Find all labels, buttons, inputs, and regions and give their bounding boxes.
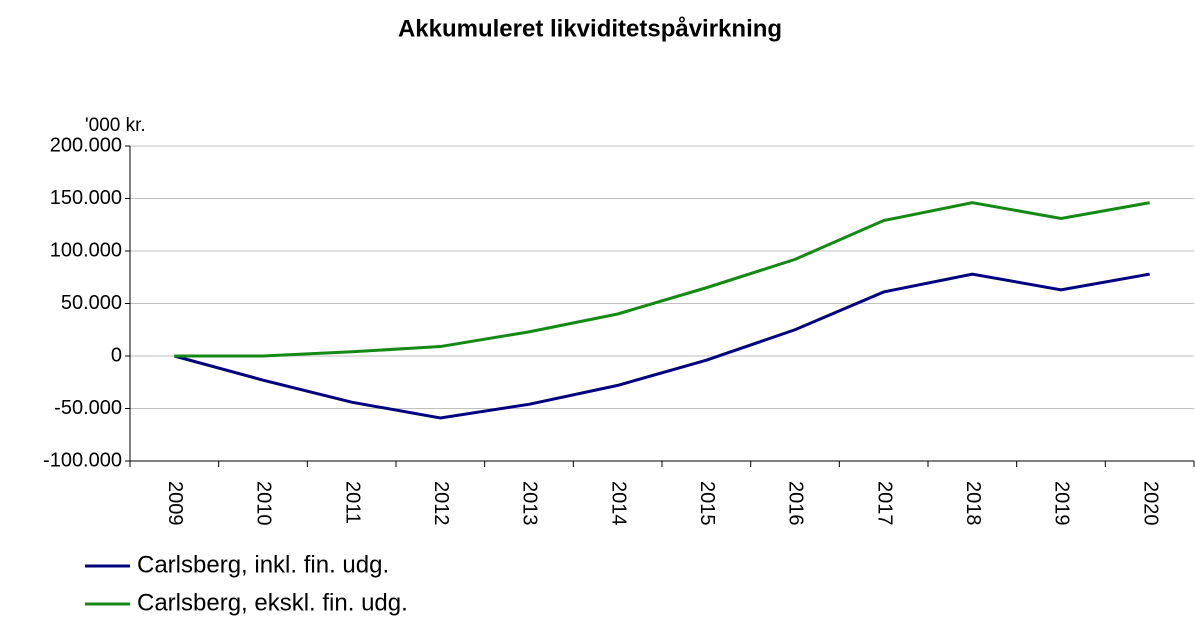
y-axis-label: '000 kr. <box>85 115 146 136</box>
series-line <box>174 201 1150 358</box>
legend-label: Carlsberg, inkl. fin. udg. <box>137 551 389 578</box>
legend-label: Carlsberg, ekskl. fin. udg. <box>137 589 408 616</box>
x-tick-label: 2009 <box>164 481 186 526</box>
x-tick-label: 2018 <box>962 481 984 526</box>
x-tick-label: 2010 <box>253 481 275 526</box>
x-tick-label: 2013 <box>519 481 541 526</box>
y-tick-label: 150.000 <box>50 187 122 209</box>
y-tick-label: 200.000 <box>50 134 122 156</box>
x-tick-label: 2020 <box>1139 481 1161 526</box>
series-line <box>173 272 1150 420</box>
x-tick-label: 2017 <box>873 481 895 526</box>
y-tick-label: 100.000 <box>50 239 122 261</box>
x-tick-label: 2016 <box>785 481 807 526</box>
x-tick-label: 2015 <box>696 481 718 526</box>
y-tick-label: 0 <box>111 344 122 366</box>
y-tick-label: -100.000 <box>43 449 122 471</box>
x-tick-label: 2012 <box>430 481 452 526</box>
y-tick-label: 50.000 <box>61 292 122 314</box>
x-tick-label: 2011 <box>341 481 363 524</box>
y-tick-label: -50.000 <box>54 397 122 419</box>
x-tick-label: 2014 <box>607 481 629 526</box>
chart-title: Akkumuleret likviditetspåvirkning <box>398 15 782 42</box>
x-tick-label: 2019 <box>1051 481 1073 526</box>
